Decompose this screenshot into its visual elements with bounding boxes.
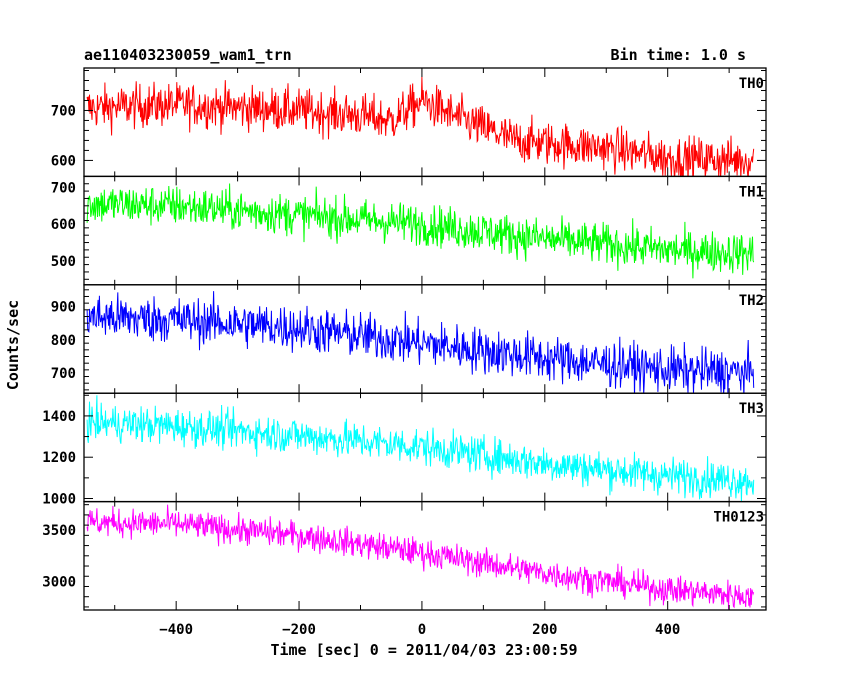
x-tick-label: 0 [418,622,426,638]
y-tick-label: 700 [51,180,76,196]
y-tick-label: 900 [51,299,76,315]
panels-group: 600 700 TH0 500 600 700 TH1 700 800 900 TH2 1000 120… [42,67,767,638]
y-axis-label: Counts/sec [4,300,22,390]
x-tick-label: 400 [655,622,680,638]
panel-label: TH1 [739,184,764,200]
y-tick-label: 1200 [42,450,76,466]
y-tick-label: 600 [51,153,76,169]
x-axis-label: Time [sec] 0 = 2011/04/03 23:00:59 [270,641,577,659]
y-tick-label: 800 [51,333,76,349]
panel-th2: 700 800 900 TH2 [51,284,767,394]
y-tick-label: 500 [51,254,76,270]
panel-th0: 600 700 TH0 [51,67,767,178]
panel-label: TH3 [739,401,764,417]
y-tick-label: 1400 [42,409,76,425]
series-line-th3 [86,395,755,502]
chart-title: ae110403230059_wam1_trn [84,46,292,64]
panel-label: TH0123 [713,510,764,526]
y-tick-label: 3500 [42,523,76,539]
series-line-th1 [86,183,755,279]
y-tick-label: 600 [51,217,76,233]
y-tick-label: 700 [51,103,76,119]
bin-time-label: Bin time: 1.0 s [611,46,746,64]
panel-th3: 1000 1200 1400 TH3 [42,392,767,508]
x-tick-label: 200 [532,622,557,638]
panel-th1: 500 600 700 TH1 [51,175,767,286]
y-tick-label: 1000 [42,492,76,508]
panel-th0123: 3000 3500 TH0123 [42,500,767,611]
y-tick-label: 700 [51,366,76,382]
x-tick-label: −200 [282,622,316,638]
panel-label: TH0 [739,76,764,92]
series-line-th0 [86,76,755,177]
panel-label: TH2 [739,293,764,309]
series-line-th2 [86,291,755,394]
y-tick-label: 3000 [42,574,76,590]
series-line-th0123 [86,504,755,610]
x-tick-label: −400 [159,622,193,638]
